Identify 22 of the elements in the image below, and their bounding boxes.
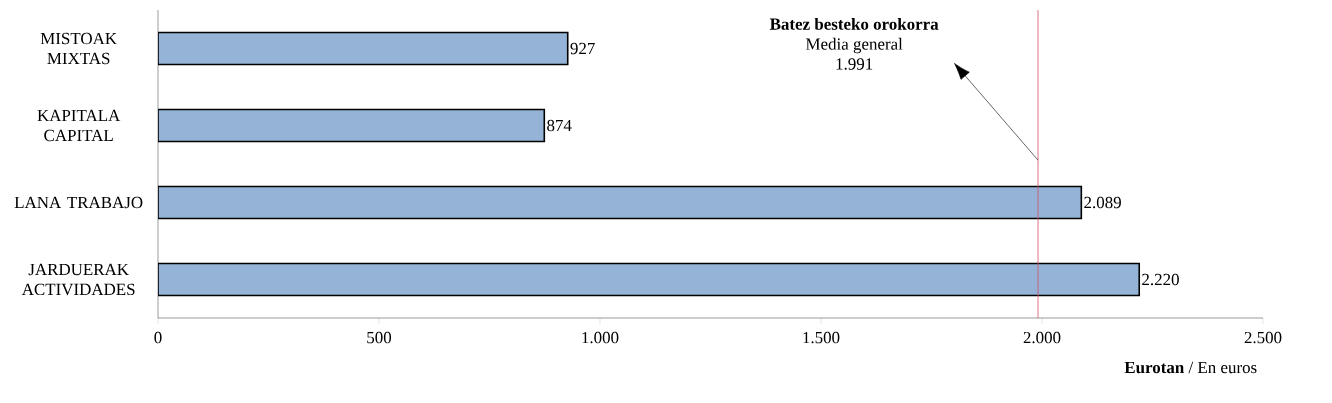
y-tick-label: KAPITALA CAPITAL: [37, 109, 121, 142]
data-label: 2.089: [1084, 196, 1121, 209]
x-tick-label: 2.000: [1023, 331, 1061, 344]
bar: [158, 262, 1141, 297]
bar: [158, 185, 1083, 220]
y-tick-label: MISTOAK MIXTAS: [40, 32, 117, 65]
x-tick-label: 1.500: [803, 331, 840, 344]
y-tick-label: LANA TRABAJO: [14, 196, 143, 209]
y-tick-label: JARDUERAK ACTIVIDADES: [21, 263, 135, 296]
data-label: 2.220: [1142, 273, 1179, 286]
data-label: 927: [570, 42, 595, 55]
x-tick-label: 500: [367, 331, 392, 344]
data-label: 874: [547, 119, 572, 132]
annotation: Batez besteko orokorra: [769, 17, 939, 30]
x-tick-label: 2.500: [1244, 331, 1282, 344]
bar: [158, 108, 546, 143]
x-axis-title: Eurotan / En euros: [1124, 361, 1257, 374]
x-tick-label: 0: [154, 331, 162, 344]
annotation: 1.991: [836, 58, 873, 70]
annotation: Media general: [805, 37, 903, 54]
x-tick-label: 1.000: [582, 331, 619, 344]
bar: [158, 31, 569, 66]
